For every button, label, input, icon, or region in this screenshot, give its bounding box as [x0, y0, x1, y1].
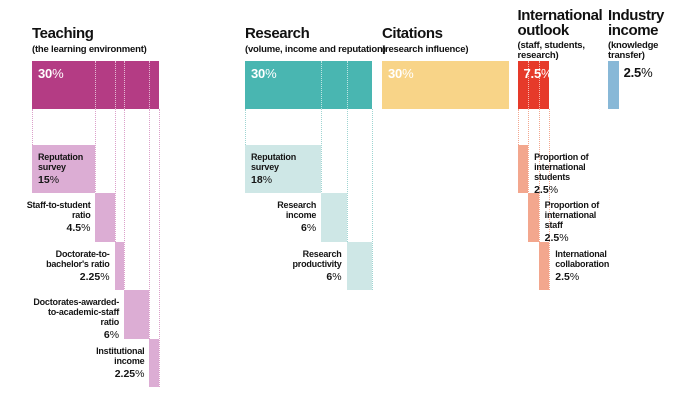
component-value: 2.5% [544, 232, 569, 244]
percent-symbol: % [559, 232, 569, 244]
boundary-guide-line [371, 109, 373, 290]
percent-symbol: % [100, 270, 110, 283]
percent-symbol: % [265, 66, 277, 81]
weight-bar-divider-line [528, 61, 530, 109]
weight-bar-divider-line [346, 61, 348, 109]
percent-symbol: % [49, 173, 60, 186]
percent-symbol: % [306, 222, 317, 234]
boundary-guide-line [114, 109, 116, 290]
category-title: Research [245, 25, 310, 42]
component-bar [528, 193, 539, 242]
component-value: 4.5% [66, 222, 91, 234]
weight-bar-divider-line [124, 61, 126, 109]
category-weight-label: 30% [38, 66, 64, 81]
boundary-guide-line [158, 109, 160, 387]
category-subtitle: (research influence) [382, 44, 469, 55]
component-label: Research productivity 6% [250, 249, 342, 283]
category-subtitle: (the learning environment) [32, 44, 147, 55]
category-weight-label: 30% [388, 66, 414, 81]
component-label: Doctorate-to- bachelor's ratio 2.25% [18, 249, 110, 282]
component-label: Reputation survey 18% [251, 152, 319, 185]
boundary-guide-line [95, 109, 97, 242]
component-value: 2.5% [534, 183, 559, 196]
component-value: 6% [301, 222, 317, 234]
component-label: International collaboration 2.5% [555, 249, 643, 282]
category-weight-label: 2.5% [623, 65, 653, 80]
boundary-guide-line [124, 109, 126, 339]
component-bar [321, 193, 347, 242]
percent-symbol: % [135, 367, 145, 380]
component-label: Proportion of international students 2.5% [534, 152, 622, 195]
weight-bar-divider-line [95, 61, 97, 109]
weight-bar-divider-line [114, 61, 116, 109]
component-bar [114, 241, 125, 290]
category-weight-bar [245, 61, 372, 109]
component-bar [95, 193, 115, 242]
component-label: Research income 6% [224, 200, 316, 233]
percent-symbol: % [52, 66, 64, 81]
boundary-guide-line [528, 109, 530, 242]
percent-symbol: % [332, 270, 342, 283]
category-weight-bar [382, 61, 509, 109]
weight-bar-divider-line [321, 61, 323, 109]
component-bar [32, 144, 96, 193]
boundary-guide-line [346, 109, 348, 290]
component-value: 2.5% [555, 270, 580, 283]
component-value: 2.25% [114, 367, 145, 380]
component-label: Doctorates-awarded- to-academic-staff ra… [27, 297, 119, 340]
category-title: Citations [382, 25, 443, 42]
component-value: 2.25% [79, 270, 110, 283]
component-value: 6% [103, 329, 120, 341]
component-label: Proportion of international staff 2.5% [545, 200, 633, 243]
percent-symbol: % [81, 222, 91, 234]
category-subtitle: (staff, students, research) [517, 40, 586, 61]
category-subtitle: (volume, income and reputation) [245, 44, 386, 55]
category-weight-bar [517, 61, 550, 109]
boundary-guide-line [538, 109, 540, 290]
percent-symbol: % [569, 270, 580, 283]
component-bar [245, 144, 322, 193]
weight-bar-divider-line [538, 61, 540, 109]
category-weight-label: 7.5% [523, 66, 553, 81]
component-bar [517, 144, 529, 193]
percent-symbol: % [262, 173, 273, 186]
category-title: Teaching [32, 25, 94, 42]
boundary-guide-line [149, 109, 151, 387]
boundary-guide-line [321, 109, 323, 242]
category-subtitle: (knowledge transfer) [608, 40, 659, 61]
component-bar [149, 338, 159, 387]
component-value: 15% [38, 173, 60, 186]
component-label: Staff-to-student ratio 4.5% [0, 200, 91, 233]
percent-symbol: % [540, 66, 553, 81]
boundary-guide-line [549, 109, 551, 290]
component-bar [346, 241, 372, 290]
percent-symbol: % [641, 65, 653, 80]
component-bar [124, 290, 150, 339]
percent-symbol: % [402, 66, 414, 81]
component-label: Reputation survey 15% [38, 152, 93, 185]
component-value: 6% [326, 270, 342, 283]
component-label: Institutional income 2.25% [52, 346, 145, 380]
component-bar [538, 241, 550, 290]
category-weight-bar [608, 61, 619, 109]
category-title: International outlook [517, 7, 603, 39]
component-value: 18% [251, 173, 273, 186]
category-weight-label: 30% [251, 66, 277, 81]
category-title: Industry income [608, 7, 664, 39]
weight-bar-divider-line [149, 61, 151, 109]
percent-symbol: % [548, 183, 559, 196]
percent-symbol: % [109, 329, 120, 341]
